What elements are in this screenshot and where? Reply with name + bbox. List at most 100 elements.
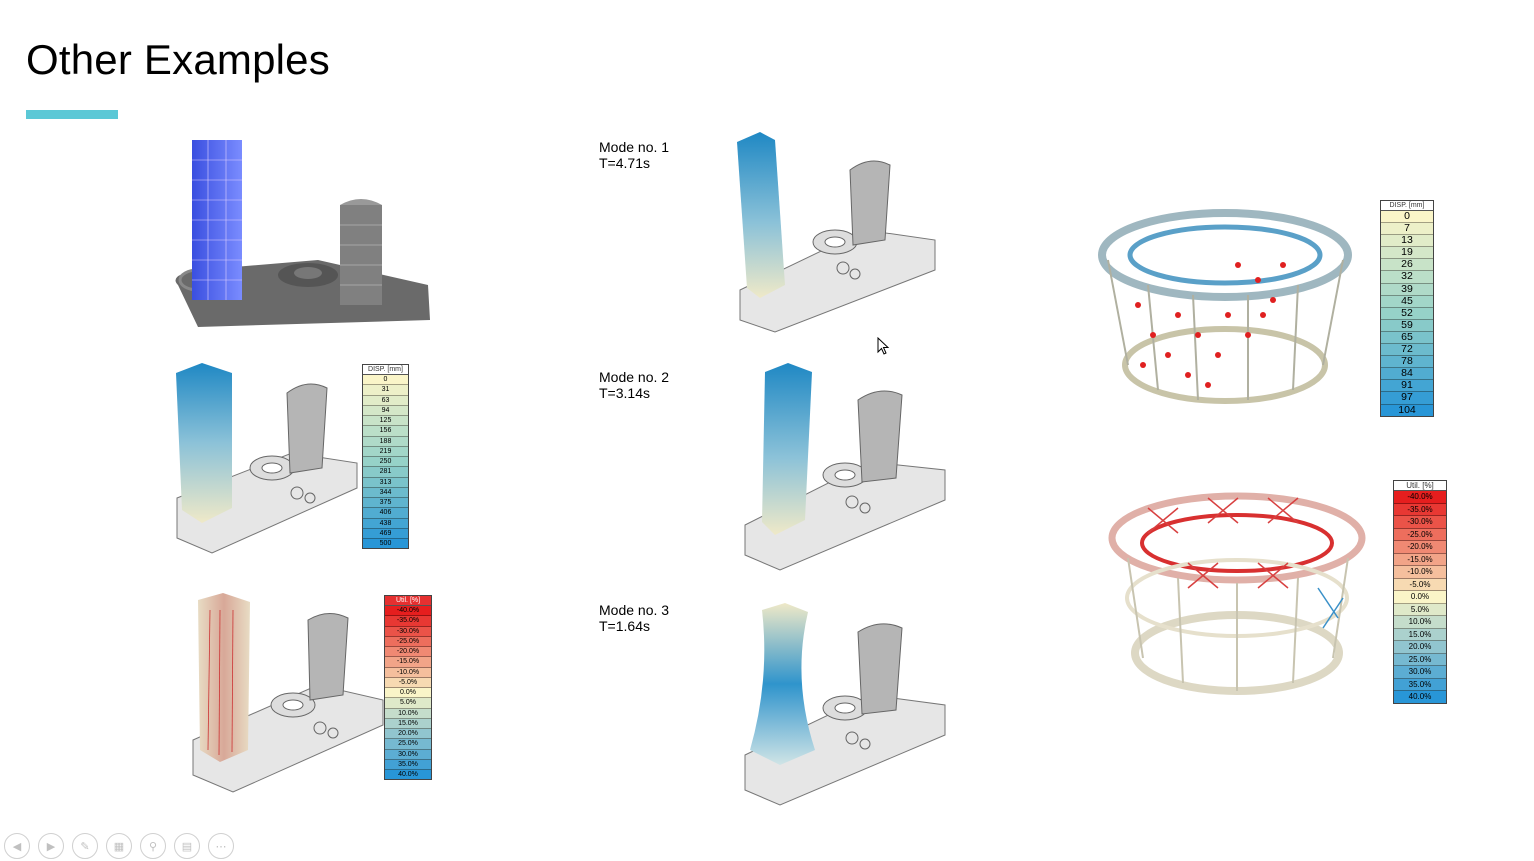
mode-1-figure [737,132,936,333]
legend-cell: 30.0% [1394,666,1446,679]
presentation-toolbar: ◀ ▶ ✎ ▦ ⚲ ▤ ⋯ [4,833,234,859]
legend-cell: 97 [1381,392,1433,405]
legend-cell: -35.0% [385,616,431,627]
legend-cell: -5.0% [385,677,431,688]
legend-cell: 72 [1381,343,1433,357]
slide-title: Other Examples [26,36,330,83]
mode-2-label: Mode no. 2 T=3.14s [599,369,669,401]
legend-cell: 0 [1381,210,1433,224]
legend-cell: 156 [363,426,408,437]
legend-cell: 52 [1381,307,1433,320]
mode-1-period: T=4.71s [599,155,650,171]
legend-cell: -10.0% [385,667,431,678]
legend-cell: -5.0% [1394,578,1446,591]
prev-icon[interactable]: ◀ [4,833,30,859]
legend-cell: -40.0% [385,606,431,617]
legend-cell: 40.0% [1394,691,1446,703]
mode-3-label: Mode no. 3 T=1.64s [599,602,669,634]
util-tower-figure [192,593,384,793]
legend-cell: 188 [363,436,408,447]
legend-cell: 65 [1381,331,1433,345]
mode-3-period: T=1.64s [599,618,650,634]
ring-disp-figure [1098,209,1352,404]
legend-cell: 19 [1381,247,1433,260]
disp-tower-figure [176,363,358,554]
legend-cell: 40.0% [385,770,431,780]
mode-3-figure [744,603,946,806]
mode-2-number: Mode no. 2 [599,369,670,385]
legend-cell: 281 [363,467,408,478]
legend-cell: 35.0% [1394,678,1446,691]
legend-cell: 59 [1381,319,1433,332]
mode-1-number: Mode no. 1 [599,139,670,155]
legend-cell: -25.0% [1394,528,1446,541]
legend-cell: -15.0% [385,657,431,668]
legend-cell: 375 [363,498,408,509]
legend-cell: 313 [363,477,408,488]
legend-cell: 26 [1381,259,1433,272]
legend-header: Util. [%] [385,596,431,606]
legend-cell: 15.0% [385,718,431,729]
legend-cell: 25.0% [385,739,431,750]
legend-cell: -30.0% [1394,516,1446,529]
legend-cell: 5.0% [1394,603,1446,616]
legend-cell: -20.0% [385,647,431,658]
legend-cell: -10.0% [1394,566,1446,579]
legend-cell: 0.0% [1394,591,1446,604]
legend-cell: 35.0% [385,759,431,770]
title-accent-bar [26,110,118,119]
legend-cell: 84 [1381,368,1433,381]
mouse-cursor-icon [877,337,890,355]
legend-cell: -25.0% [385,636,431,647]
legend-cell: 219 [363,446,408,457]
legend-header: Util. [%] [1394,481,1446,491]
legend-cell: 30.0% [385,749,431,760]
legend-cell: 500 [363,539,408,549]
legend-cell: 438 [363,518,408,529]
legend-cell: 5.0% [385,698,431,709]
slides-icon[interactable]: ▦ [106,833,132,859]
legend-cell: 125 [363,416,408,427]
mode-1-label: Mode no. 1 T=4.71s [599,139,669,171]
legend-cell: 469 [363,528,408,539]
legend-cell: -35.0% [1394,503,1446,516]
mode-2-period: T=3.14s [599,385,650,401]
legend-header: DISP. [mm] [1381,201,1433,211]
legend-cell: 7 [1381,223,1433,236]
ring-disp-legend: DISP. [mm] 0 7 13 19 26 32 39 45 52 59 65 72 78 84 91 9… [1380,200,1434,417]
legend-cell: 63 [363,395,408,406]
legend-cell: 344 [363,487,408,498]
subtitle-icon[interactable]: ▤ [174,833,200,859]
legend-header: DISP. [mm] [363,365,408,375]
legend-cell: 250 [363,457,408,468]
tower-model-render [175,140,430,327]
legend-cell: 13 [1381,235,1433,248]
legend-cell: 20.0% [385,729,431,740]
legend-cell: -30.0% [385,626,431,637]
legend-cell: 91 [1381,380,1433,393]
legend-cell: 406 [363,508,408,519]
legend-cell: 0.0% [385,688,431,699]
legend-cell: 32 [1381,271,1433,284]
legend-cell: 104 [1381,404,1433,416]
ring-util-figure [1108,492,1366,695]
mode-2-figure [744,363,946,571]
tower-disp-legend: DISP. [mm] 0 31 63 94 125 156 188 219 250 281 313 3… [362,364,409,550]
legend-cell: 39 [1381,283,1433,296]
pen-icon[interactable]: ✎ [72,833,98,859]
ring-util-legend: Util. [%] -40.0% -35.0% -30.0% -25.0% -20.0%… [1393,480,1447,704]
next-icon[interactable]: ▶ [38,833,64,859]
more-icon[interactable]: ⋯ [208,833,234,859]
mode-3-number: Mode no. 3 [599,602,670,618]
legend-cell: 94 [363,405,408,416]
zoom-icon[interactable]: ⚲ [140,833,166,859]
legend-cell: 20.0% [1394,641,1446,654]
legend-cell: 25.0% [1394,653,1446,666]
legend-cell: 0 [363,375,408,386]
legend-cell: 31 [363,385,408,396]
legend-cell: -20.0% [1394,541,1446,554]
legend-cell: 10.0% [1394,616,1446,629]
legend-cell: 15.0% [1394,628,1446,641]
legend-cell: -40.0% [1394,491,1446,504]
legend-cell: 45 [1381,295,1433,308]
